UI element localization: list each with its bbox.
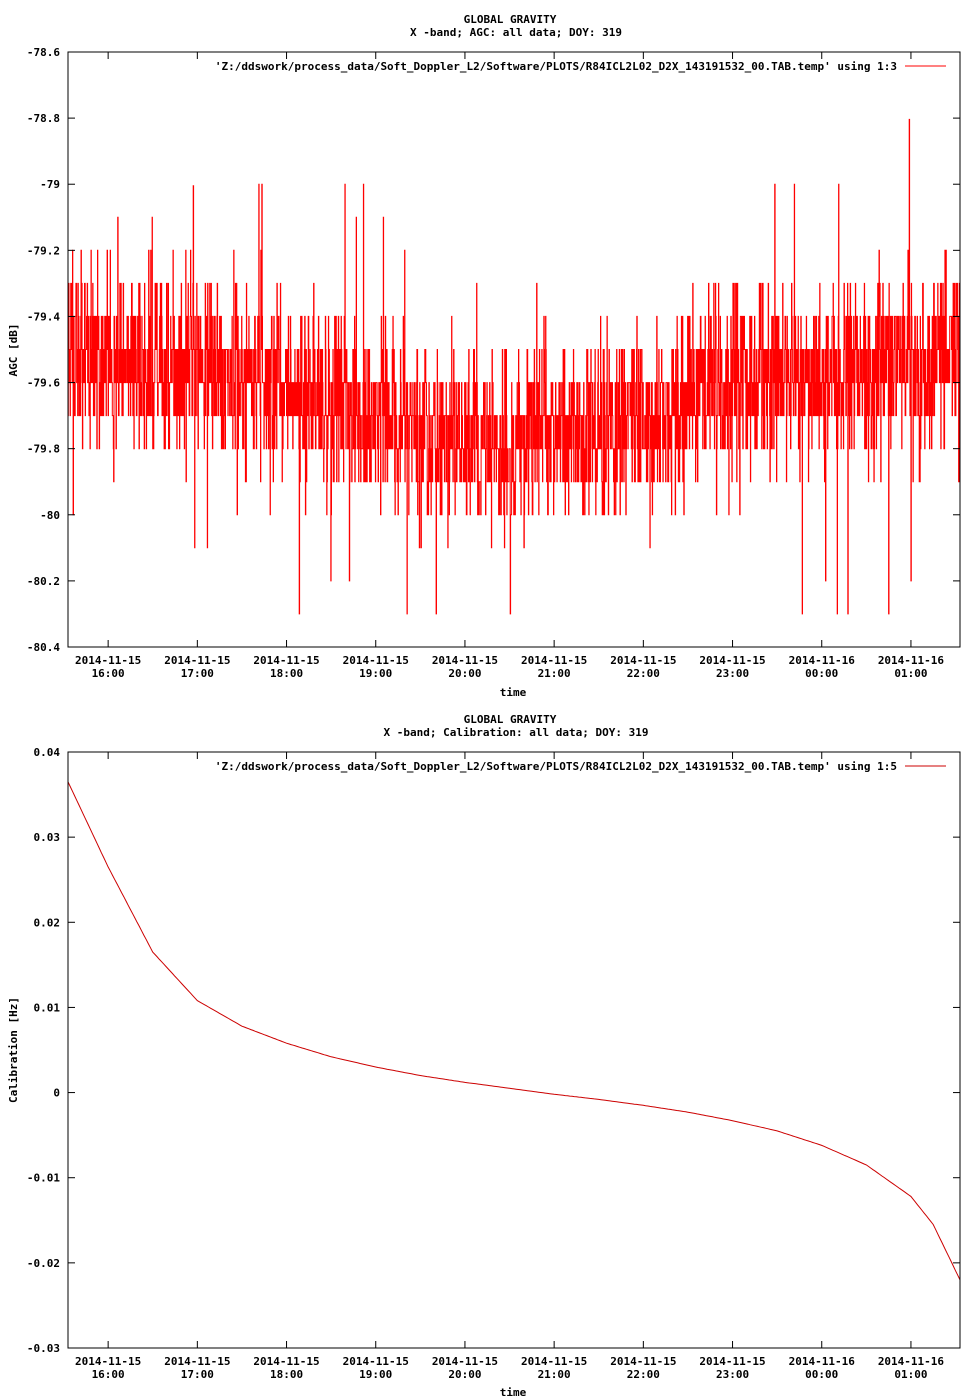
y-tick-label: -79.6 — [27, 377, 60, 390]
chart-title: GLOBAL GRAVITY — [464, 713, 557, 726]
x-axis-label: time — [500, 686, 527, 699]
x-tick-time-label: 20:00 — [448, 1368, 481, 1381]
x-tick-date-label: 2014-11-15 — [253, 1355, 319, 1368]
y-tick-label: -0.02 — [27, 1257, 60, 1270]
y-axis-label: AGC [dB] — [7, 324, 20, 377]
y-tick-label: 0 — [53, 1087, 60, 1100]
chart-subtitle: X -band; AGC: all data; DOY: 319 — [410, 26, 622, 39]
plot-frame — [67, 751, 961, 1349]
x-tick-date-label: 2014-11-15 — [75, 1355, 141, 1368]
x-tick-time-label: 16:00 — [92, 667, 125, 680]
y-tick-label: -80 — [40, 509, 60, 522]
x-tick-date-label: 2014-11-15 — [521, 654, 587, 667]
y-tick-label: -0.03 — [27, 1342, 60, 1355]
x-tick-date-label: 2014-11-16 — [878, 654, 945, 667]
x-tick-date-label: 2014-11-16 — [878, 1355, 945, 1368]
chart-title: GLOBAL GRAVITY — [464, 13, 557, 26]
x-tick-date-label: 2014-11-16 — [789, 654, 856, 667]
x-tick-date-label: 2014-11-15 — [432, 654, 498, 667]
x-tick-time-label: 22:00 — [627, 1368, 660, 1381]
x-axis: 2014-11-1516:002014-11-1517:002014-11-15… — [75, 52, 944, 680]
x-tick-date-label: 2014-11-15 — [164, 654, 230, 667]
x-tick-date-label: 2014-11-15 — [164, 1355, 230, 1368]
y-tick-label: -78.8 — [27, 112, 60, 125]
x-tick-time-label: 20:00 — [448, 667, 481, 680]
x-tick-date-label: 2014-11-15 — [699, 654, 765, 667]
y-tick-label: 0.01 — [34, 1001, 61, 1014]
x-tick-time-label: 22:00 — [627, 667, 660, 680]
series-line — [67, 781, 961, 1281]
x-tick-time-label: 23:00 — [716, 667, 749, 680]
x-tick-date-label: 2014-11-15 — [432, 1355, 498, 1368]
series-layer — [67, 781, 961, 1281]
x-tick-time-label: 17:00 — [181, 1368, 214, 1381]
x-tick-time-label: 17:00 — [181, 667, 214, 680]
x-tick-date-label: 2014-11-15 — [521, 1355, 587, 1368]
x-axis-label: time — [500, 1386, 527, 1399]
x-axis: 2014-11-1516:002014-11-1517:002014-11-15… — [75, 752, 944, 1381]
chart-subtitle: X -band; Calibration: all data; DOY: 319 — [384, 726, 649, 739]
series-layer — [67, 118, 961, 615]
x-tick-time-label: 21:00 — [538, 1368, 571, 1381]
x-tick-date-label: 2014-11-15 — [610, 654, 676, 667]
x-tick-date-label: 2014-11-16 — [789, 1355, 856, 1368]
x-tick-time-label: 01:00 — [894, 667, 927, 680]
series-line — [67, 118, 961, 615]
x-tick-date-label: 2014-11-15 — [253, 654, 319, 667]
y-axis: 0.04 0.03 0.02 0.01 0 -0.01 -0.02 -0.03 — [27, 746, 960, 1355]
y-tick-label: -80.4 — [27, 641, 60, 654]
x-tick-time-label: 18:00 — [270, 1368, 303, 1381]
y-tick-label: -78.6 — [27, 46, 60, 59]
x-tick-time-label: 16:00 — [92, 1368, 125, 1381]
legend: 'Z:/ddswork/process_data/Soft_Doppler_L2… — [215, 60, 946, 73]
x-tick-time-label: 01:00 — [894, 1368, 927, 1381]
y-tick-label: 0.02 — [34, 916, 61, 929]
y-tick-label: 0.04 — [34, 746, 61, 759]
y-tick-label: -0.01 — [27, 1172, 60, 1185]
y-tick-label: -79.8 — [27, 443, 60, 456]
x-tick-time-label: 21:00 — [538, 667, 571, 680]
y-tick-label: 0.03 — [34, 831, 61, 844]
agc-chart: GLOBAL GRAVITY X -band; AGC: all data; D… — [7, 13, 961, 699]
plot-frame — [67, 51, 961, 648]
x-tick-date-label: 2014-11-15 — [343, 654, 409, 667]
x-tick-time-label: 19:00 — [359, 1368, 392, 1381]
x-tick-date-label: 2014-11-15 — [343, 1355, 409, 1368]
y-axis: -78.6 -78.8 -79 -79.2 -79.4 -79.6 -79.8 -80 -80.… — [27, 46, 960, 654]
y-tick-label: -79.4 — [27, 310, 60, 323]
x-tick-date-label: 2014-11-15 — [699, 1355, 765, 1368]
x-tick-time-label: 00:00 — [805, 1368, 838, 1381]
x-tick-time-label: 19:00 — [359, 667, 392, 680]
y-tick-label: -80.2 — [27, 575, 60, 588]
x-tick-date-label: 2014-11-15 — [610, 1355, 676, 1368]
y-tick-label: -79 — [40, 178, 60, 191]
x-tick-time-label: 23:00 — [716, 1368, 749, 1381]
y-axis-label: Calibration [Hz] — [7, 997, 20, 1103]
legend-entry-label: 'Z:/ddswork/process_data/Soft_Doppler_L2… — [215, 60, 897, 73]
legend-entry-label: 'Z:/ddswork/process_data/Soft_Doppler_L2… — [215, 760, 897, 773]
legend: 'Z:/ddswork/process_data/Soft_Doppler_L2… — [215, 760, 946, 773]
x-tick-time-label: 00:00 — [805, 667, 838, 680]
calibration-chart: GLOBAL GRAVITY X -band; Calibration: all… — [7, 713, 961, 1399]
y-tick-label: -79.2 — [27, 244, 60, 257]
x-tick-time-label: 18:00 — [270, 667, 303, 680]
x-tick-date-label: 2014-11-15 — [75, 654, 141, 667]
